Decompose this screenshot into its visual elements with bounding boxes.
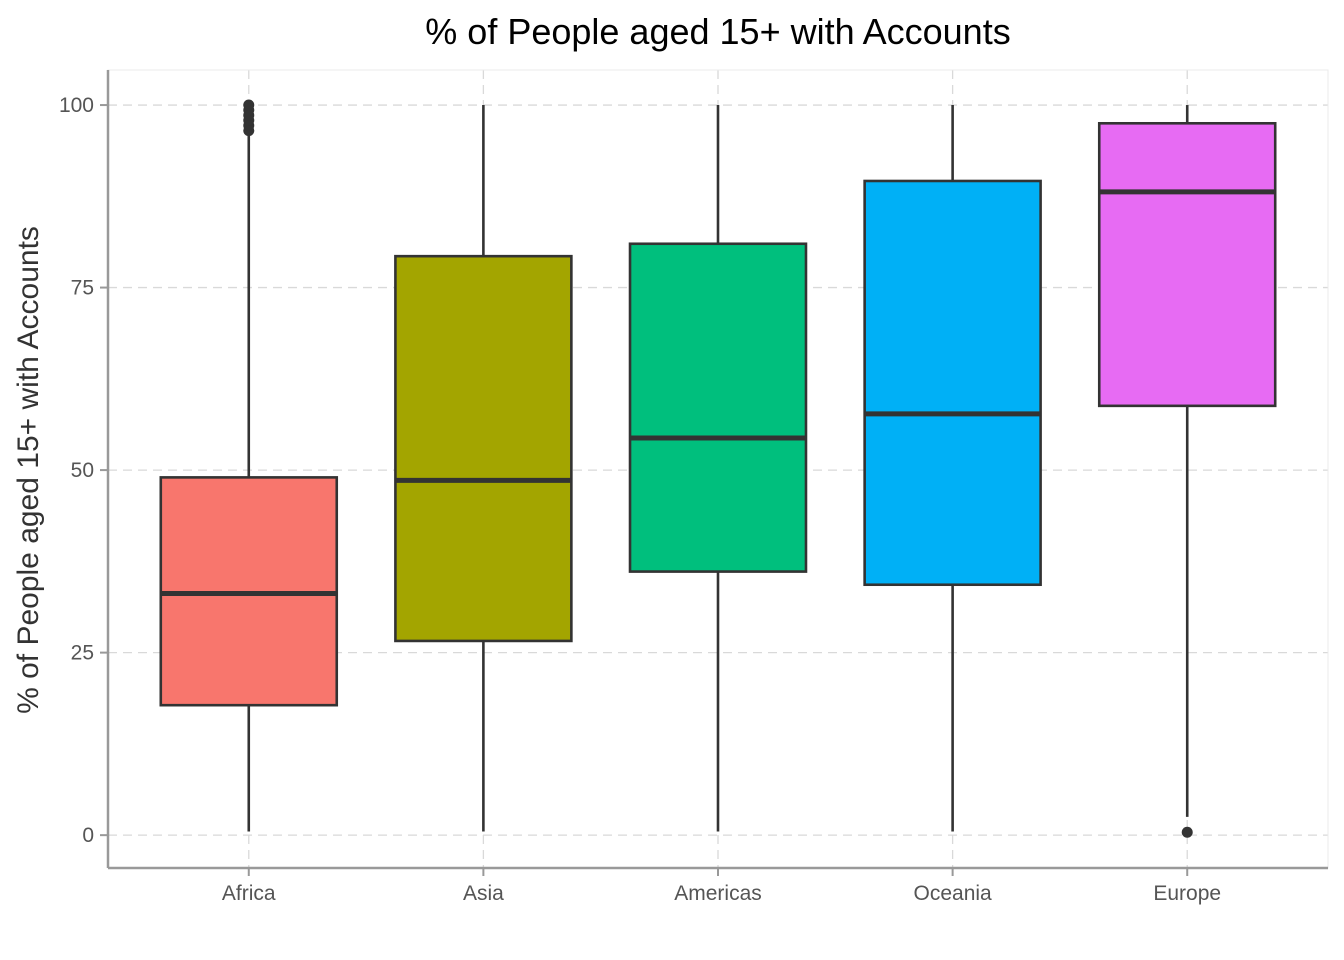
x-tick-label-asia: Asia — [463, 882, 504, 905]
box-oceania — [863, 105, 1042, 832]
box-americas — [628, 105, 808, 832]
axes: 0 25 50 75 100 Africa Asia Americas Oceania Europ… — [59, 70, 1328, 905]
iqr-box — [1097, 121, 1277, 408]
iqr-box — [394, 254, 573, 643]
y-tick-label: 100 — [59, 94, 94, 117]
iqr-box — [628, 242, 808, 573]
box-asia — [394, 105, 573, 832]
y-tick-label: 25 — [71, 642, 94, 665]
x-tick-label-oceania: Oceania — [914, 882, 993, 905]
y-tick-label: 0 — [82, 824, 94, 847]
y-axis-label: % of People aged 15+ with Accounts — [12, 226, 45, 714]
y-tick-label: 75 — [71, 277, 94, 300]
iqr-box — [863, 179, 1042, 587]
box-africa — [159, 99, 339, 832]
chart-title: % of People aged 15+ with Accounts — [425, 11, 1010, 52]
outlier-point — [1181, 826, 1193, 838]
x-tick-label-europe: Europe — [1153, 882, 1221, 905]
box-europe — [1097, 105, 1277, 838]
boxes-layer — [159, 99, 1277, 838]
x-tick-label-africa: Africa — [222, 882, 276, 905]
y-tick-label: 50 — [71, 459, 94, 482]
x-tick-label-americas: Americas — [674, 882, 762, 905]
outlier-point — [243, 99, 255, 111]
